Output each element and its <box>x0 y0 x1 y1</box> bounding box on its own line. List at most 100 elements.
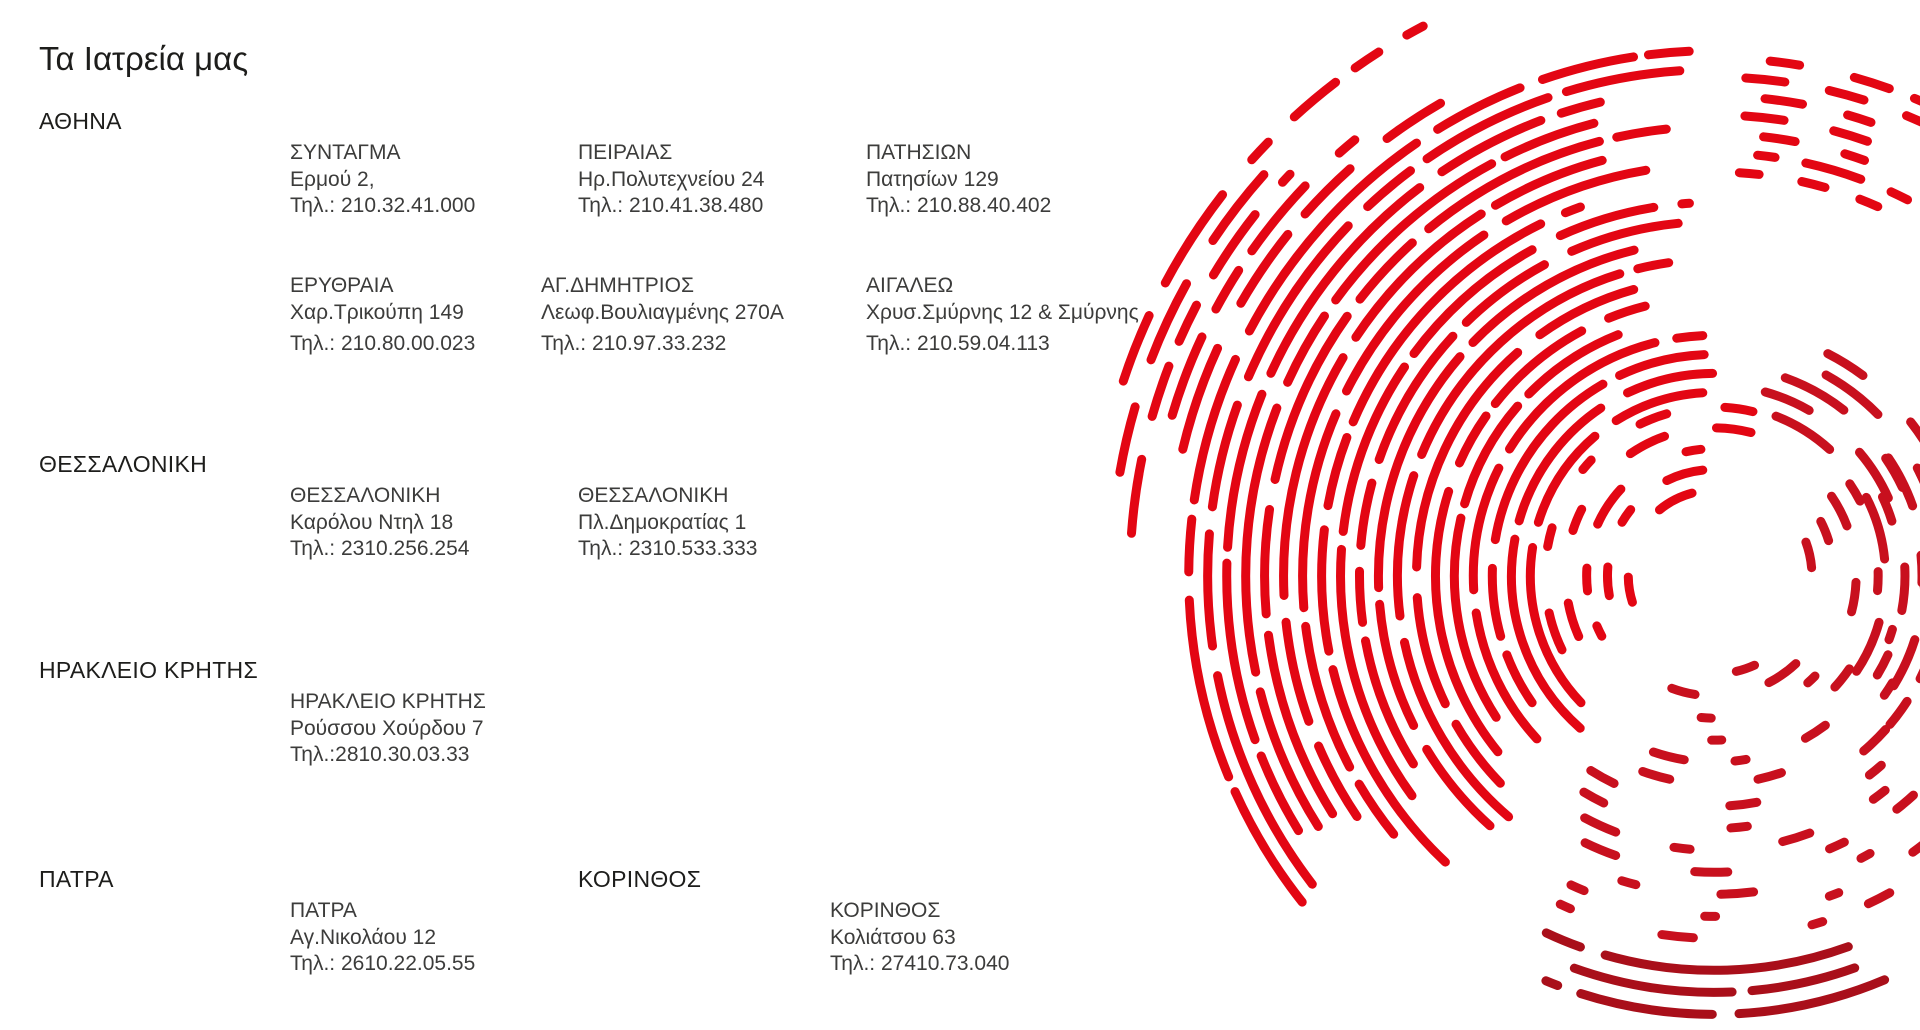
clinic-phone: Τηλ.: 210.32.41.000 <box>290 194 476 217</box>
graphic-arc <box>1373 245 1639 831</box>
graphic-arc <box>1203 66 1685 889</box>
clinic-name: ΠΑΤΡΑ <box>290 899 357 922</box>
graphic-arc <box>1555 868 1920 943</box>
clinic-name: ΣΥΝΤΑΓΜΑ <box>290 141 401 164</box>
graphic-arc <box>1644 479 1883 745</box>
graphic-arc <box>1411 285 1639 788</box>
graphic-arc <box>1740 111 1920 166</box>
clinic-address: Λεωφ.Βουλιαγμένης 270Α <box>541 301 784 324</box>
graphic-arc <box>1734 168 1883 212</box>
clinic-card: ΕΡΥΘΡΑΙΑ Χαρ.Τρικούπη 149 Τηλ.: 210.80.0… <box>290 272 475 357</box>
graphic-arc <box>1541 975 1890 1019</box>
clinic-address: Ερμού 2, <box>290 167 375 191</box>
graphic-arc <box>1317 202 1585 867</box>
clinic-address: Χαρ.Τρικούπη 149 <box>290 301 464 324</box>
clinic-card: ΠΕΙΡΑΙΑΣ Ηρ.Πολυτεχνείου 24 Τηλ.: 210.41… <box>578 140 764 220</box>
graphic-arc <box>1540 402 1803 655</box>
graphic-arc <box>1771 411 1890 687</box>
clinic-card: ΚΟΡΙΝΘΟΣ Κολιάτσου 63 Τηλ.: 27410.73.040 <box>830 898 1009 978</box>
graphic-arc <box>1760 94 1912 141</box>
clinic-address: Κολιάτσου 63 <box>830 925 956 949</box>
clinic-name: ΠΑΤΗΣΙΩΝ <box>866 141 972 164</box>
clinic-card: ΑΙΓΑΛΕΩ Χρυσ.Σμύρνης 12 & Σμύρνης Τηλ.: … <box>866 272 1139 357</box>
graphic-arc <box>1355 218 1683 769</box>
clinic-name: ΠΕΙΡΑΙΑΣ <box>578 141 673 164</box>
clinic-phone: Τηλ.: 2610.22.05.55 <box>290 952 476 975</box>
region-heading: ΑΘΗΝΑ <box>39 108 122 134</box>
graphic-arc <box>1610 812 1920 899</box>
clinic-name: ΑΙΓΑΛΕΩ <box>866 274 954 297</box>
graphic-arc <box>1298 165 1651 839</box>
graphic-arc <box>1336 198 1694 801</box>
graphic-arc <box>1760 387 1910 680</box>
graphic-arc <box>1541 928 1853 975</box>
region-heading: ΘΕΣΣΑΛΟΝΙΚΗ <box>39 451 208 477</box>
clinic-phone: Τηλ.: 210.88.40.402 <box>866 194 1052 217</box>
clinic-phone: Τηλ.: 210.59.04.113 <box>866 331 1050 355</box>
graphic-arc <box>1623 485 1734 607</box>
graphic-arc <box>1525 388 1708 708</box>
page-title: Τα Ιατρεία μας <box>39 40 249 77</box>
graphic-arc <box>1449 330 1623 722</box>
graphic-arc <box>1759 132 1869 165</box>
region-heading: ΚΟΡΙΝΘΟΣ <box>578 866 702 892</box>
clinic-card: ΑΓ.ΔΗΜΗΤΡΙΟΣ Λεωφ.Βουλιαγμένης 270Α Τηλ.… <box>541 272 784 357</box>
clinic-name: ΘΕΣΣΑΛΟΝΙΚΗ <box>290 484 441 507</box>
graphic-arc <box>1506 368 1718 733</box>
graphic-arc <box>1468 331 1708 744</box>
clinic-phone: Τηλ.: 2310.533.333 <box>578 537 758 560</box>
clinic-name: ΘΕΣΣΑΛΟΝΙΚΗ <box>578 484 729 507</box>
clinic-address: Ηρ.Πολυτεχνείου 24 <box>578 167 765 191</box>
graphic-arc <box>1430 301 1650 757</box>
graphic-arc <box>1178 90 1461 454</box>
graphic-arc <box>1279 155 1607 821</box>
region-heading: ΗΡΑΚΛΕΙΟ ΚΡΗΤΗΣ <box>39 657 258 683</box>
clinic-address: Ρούσσου Χούρδου 7 <box>290 716 484 740</box>
clinic-card: ΗΡΑΚΛΕΙΟ ΚΡΗΤΗΣ Ρούσσου Χούρδου 7 Τηλ.:2… <box>290 689 486 769</box>
graphic-arc <box>1741 73 1920 127</box>
graphic-arc <box>1821 370 1920 729</box>
clinic-address: Καρόλου Ντηλ 18 <box>290 510 454 534</box>
clinic-card: ΠΑΤΡΑ Αγ.Νικολάου 12 Τηλ.: 2610.22.05.55 <box>290 898 475 978</box>
clinic-card: ΠΑΤΗΣΙΩΝ Πατησίων 129 Τηλ.: 210.88.40.40… <box>866 140 1051 220</box>
clinic-address: Αγ.Νικολάου 12 <box>290 925 436 949</box>
clinic-phone: Τηλ.: 2310.256.254 <box>290 537 470 560</box>
clinic-phone: Τηλ.: 210.80.00.023 <box>290 331 476 355</box>
clinic-card: ΣΥΝΤΑΓΜΑ Ερμού 2, Τηλ.: 210.32.41.000 <box>290 140 475 220</box>
graphic-arc <box>1572 750 1920 855</box>
clinic-phone: Τηλ.: 210.97.33.232 <box>541 331 727 355</box>
clinic-address: Πατησίων 129 <box>866 167 999 191</box>
graphic-arc <box>1753 150 1912 205</box>
clinic-card: ΘΕΣΣΑΛΟΝΙΚΗ Πλ.Δημοκρατίας 1 Τηλ.: 2310.… <box>578 483 757 563</box>
graphic-arc <box>1559 959 1860 997</box>
clinic-address: Πλ.Δημοκρατίας 1 <box>578 510 747 534</box>
clinic-phone: Τηλ.:2810.30.03.33 <box>290 743 470 766</box>
clinic-phone: Τηλ.: 210.41.38.480 <box>578 194 764 217</box>
graphic-arc <box>1780 373 1920 691</box>
clinic-name: ΗΡΑΚΛΕΙΟ ΚΡΗΤΗΣ <box>290 690 486 713</box>
graphic-arc <box>1639 491 1861 723</box>
graphic-arc <box>1487 350 1709 708</box>
graphic-arc <box>1765 56 1920 106</box>
graphic-arc <box>1115 157 1281 477</box>
graphic-arc <box>1260 124 1671 819</box>
clinic-name: ΑΓ.ΔΗΜΗΤΡΙΟΣ <box>541 274 694 297</box>
clinic-card: ΘΕΣΣΑΛΟΝΙΚΗ Καρόλου Ντηλ 18 Τηλ.: 2310.2… <box>290 483 469 563</box>
graphic-arc <box>1241 118 1599 831</box>
region-heading: ΠΑΤΡΑ <box>39 866 114 892</box>
clinic-name: ΚΟΡΙΝΘΟΣ <box>830 899 941 922</box>
graphic-arc <box>1603 465 1747 601</box>
clinic-address: Χρυσ.Σμύρνης 12 & Σμύρνης <box>866 301 1139 324</box>
graphic-arc <box>1184 46 1694 907</box>
graphic-arc <box>1222 97 1605 836</box>
graphic-arc <box>1393 258 1674 822</box>
graphic-arc <box>1167 135 1360 420</box>
graphic-arc <box>1118 21 1428 386</box>
graphic-arc <box>1586 463 1920 811</box>
clinic-phone: Τηλ.: 27410.73.040 <box>830 952 1010 975</box>
clinic-name: ΕΡΥΘΡΑΙΑ <box>290 274 394 297</box>
graphic-arc <box>1127 169 1295 538</box>
